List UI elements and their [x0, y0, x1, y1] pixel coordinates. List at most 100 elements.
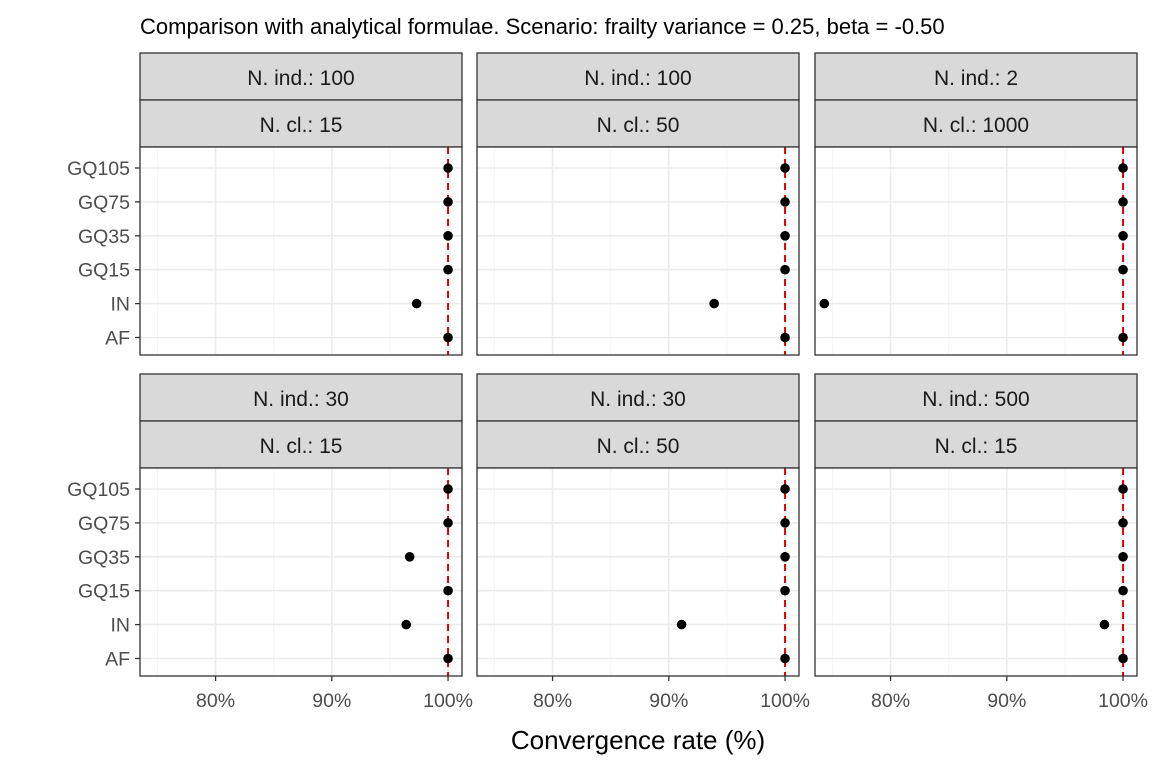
panel-background [815, 147, 1137, 355]
data-point [1118, 163, 1128, 173]
facet-strip-top [139, 52, 463, 101]
data-point [819, 298, 830, 309]
data-point [443, 264, 453, 275]
facet-strip-bottom-label: N. cl.: 15 [260, 114, 343, 137]
data-point [404, 552, 415, 562]
y-tick-label: GQ15 [78, 260, 130, 282]
facet-panel: N. ind.: 100 N. cl.: 15 GQ105 GQ75 GQ35 GQ15 I… [67, 52, 463, 356]
data-point [780, 484, 790, 494]
data-point [1118, 552, 1128, 562]
x-tick-label: 80% [533, 690, 572, 712]
y-tick-label: IN [111, 294, 131, 316]
data-point [1099, 619, 1110, 630]
data-point [1118, 518, 1128, 528]
panel-background [477, 147, 799, 355]
data-point [443, 163, 453, 173]
data-point [676, 619, 687, 630]
data-point [443, 332, 453, 343]
facet-strip-top-label: N. ind.: 30 [590, 388, 686, 411]
data-point [1118, 585, 1128, 596]
data-point [780, 585, 790, 596]
panel-background [477, 468, 799, 676]
data-point [1118, 264, 1128, 275]
panel-border [476, 146, 800, 356]
y-tick-label: GQ75 [78, 513, 130, 535]
facet-strip-bottom [814, 99, 1138, 148]
facet-strip-top-label: N. ind.: 100 [584, 67, 691, 90]
facet-strip-top [814, 52, 1138, 101]
panel-border [814, 467, 1138, 677]
facet-strip-bottom-label: N. cl.: 15 [935, 435, 1018, 458]
facet-panel: N. ind.: 30 N. cl.: 15 GQ105 GQ75 GQ35 GQ15 IN… [67, 373, 473, 712]
facet-strip-bottom-label: N. cl.: 50 [597, 435, 680, 458]
facet-panels: N. ind.: 100 N. cl.: 15 GQ105 GQ75 GQ35 GQ15 I… [67, 52, 1148, 712]
data-point [780, 264, 790, 275]
y-tick-label: GQ35 [78, 226, 130, 248]
x-tick-label: 80% [871, 690, 910, 712]
data-point [780, 332, 790, 343]
panel-border [476, 467, 800, 677]
data-point [709, 298, 719, 309]
facet-strip-bottom-label: N. cl.: 50 [597, 114, 680, 137]
data-point [443, 484, 453, 494]
y-tick-label: GQ105 [67, 479, 130, 501]
x-tick-label: 90% [649, 690, 688, 712]
data-point [443, 585, 453, 596]
chart-title: Comparison with analytical formulae. Sce… [140, 14, 945, 39]
data-point [780, 518, 790, 528]
y-tick-label: AF [105, 328, 130, 350]
panel-border [139, 146, 463, 356]
facet-strip-top-label: N. ind.: 2 [934, 67, 1018, 90]
facet-strip-top-label: N. ind.: 500 [922, 388, 1029, 411]
facet-strip-top [476, 373, 800, 422]
x-axis-title: Convergence rate (%) [511, 725, 765, 755]
y-tick-label: GQ75 [78, 192, 130, 214]
data-point [443, 231, 453, 241]
y-tick-label: GQ35 [78, 547, 130, 569]
facet-strip-top [139, 373, 463, 422]
panel-background [815, 468, 1137, 676]
x-tick-label: 100% [423, 690, 473, 712]
x-tick-label: 90% [987, 690, 1026, 712]
data-point [443, 653, 453, 664]
data-point [780, 197, 790, 207]
data-point [780, 552, 790, 562]
facet-strip-bottom-label: N. cl.: 15 [260, 435, 343, 458]
data-point [1118, 231, 1128, 241]
data-point [780, 231, 790, 241]
data-point [443, 518, 453, 528]
data-point [1118, 653, 1128, 664]
facet-strip-bottom [476, 420, 800, 469]
facet-panel: N. ind.: 2 N. cl.: 1000 [814, 52, 1138, 356]
data-point [443, 197, 453, 207]
data-point [1118, 332, 1128, 343]
data-point [1118, 484, 1128, 494]
x-tick-label: 100% [1098, 690, 1148, 712]
y-tick-label: GQ105 [67, 158, 130, 180]
facet-panel: N. ind.: 500 N. cl.: 15 80% 90% 100% [814, 373, 1148, 712]
y-tick-label: AF [105, 649, 130, 671]
facet-panel: N. ind.: 100 N. cl.: 50 [476, 52, 800, 356]
facet-strip-bottom [139, 420, 463, 469]
facet-strip-bottom [814, 420, 1138, 469]
x-tick-label: 90% [312, 690, 351, 712]
x-tick-label: 80% [196, 690, 235, 712]
y-tick-label: GQ15 [78, 581, 130, 603]
facet-panel: N. ind.: 30 N. cl.: 50 80% 90% 100% [476, 373, 810, 712]
facet-strip-top-label: N. ind.: 30 [253, 388, 349, 411]
data-point [780, 163, 790, 173]
facet-strip-top [476, 52, 800, 101]
panel-border [139, 467, 463, 677]
data-point [1118, 197, 1128, 207]
panel-background [140, 147, 462, 355]
data-point [780, 653, 790, 664]
panel-background [140, 468, 462, 676]
panel-border [814, 146, 1138, 356]
data-point [401, 619, 412, 630]
facet-strip-bottom-label: N. cl.: 1000 [923, 114, 1029, 137]
y-tick-label: IN [111, 615, 131, 637]
facet-strip-bottom [476, 99, 800, 148]
facet-strip-bottom [139, 99, 463, 148]
